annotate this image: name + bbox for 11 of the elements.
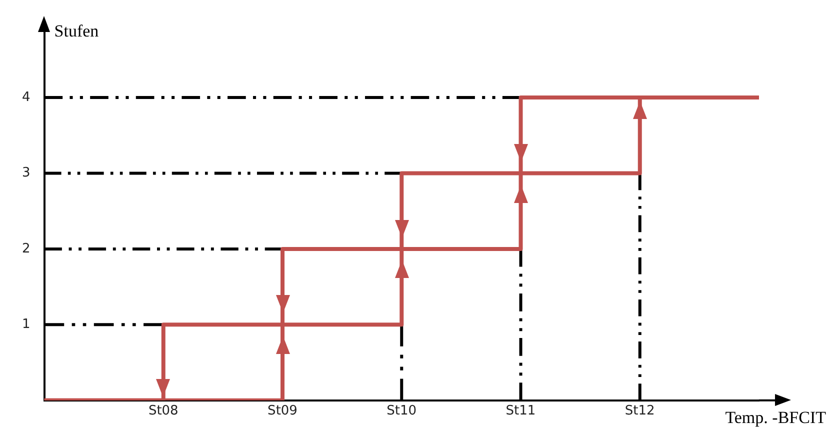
x-tick-label: St09 (268, 404, 298, 419)
y-tick-label: 1 (22, 317, 30, 332)
y-tick-label: 3 (22, 166, 30, 181)
y-axis-title: Stufen (54, 21, 100, 40)
x-tick-label: St12 (624, 404, 655, 419)
y-tick-label: 2 (22, 241, 30, 256)
y-tick-label: 4 (22, 90, 30, 105)
x-axis-title: Temp. -BFCIT (725, 408, 827, 427)
x-tick-label: St10 (386, 404, 417, 419)
x-tick-label: St08 (148, 404, 178, 419)
x-tick-label: St11 (506, 404, 536, 419)
